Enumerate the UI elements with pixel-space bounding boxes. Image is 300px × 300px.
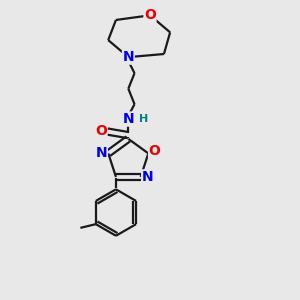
Text: O: O [148, 144, 160, 158]
Text: N: N [122, 50, 134, 64]
Text: O: O [144, 8, 156, 22]
Text: O: O [95, 124, 107, 138]
Text: N: N [122, 112, 134, 126]
Text: H: H [139, 114, 148, 124]
Text: N: N [142, 170, 153, 184]
Text: N: N [96, 146, 107, 161]
